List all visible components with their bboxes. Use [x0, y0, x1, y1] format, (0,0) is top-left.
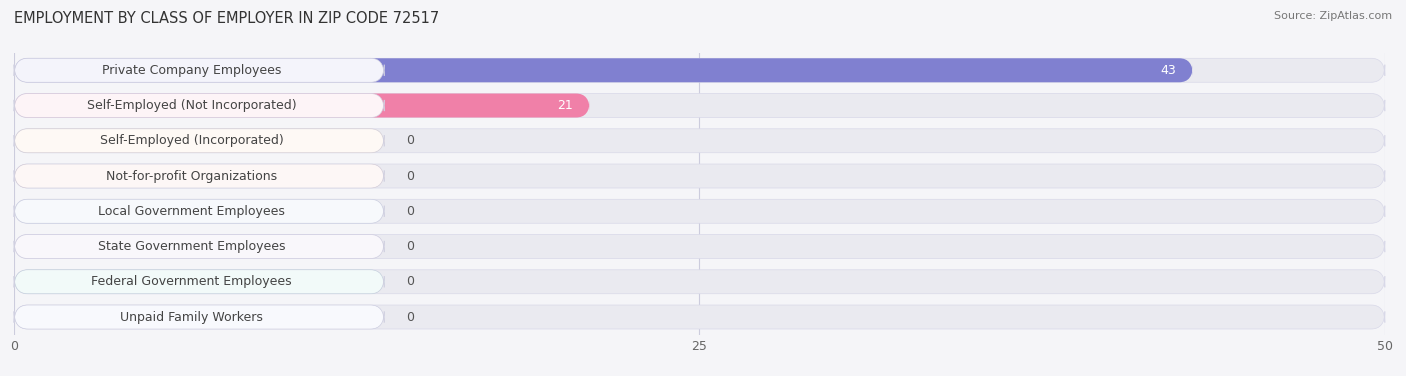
Text: Local Government Employees: Local Government Employees	[98, 205, 285, 218]
FancyBboxPatch shape	[14, 129, 1385, 153]
FancyBboxPatch shape	[14, 94, 384, 117]
FancyBboxPatch shape	[14, 94, 591, 117]
FancyBboxPatch shape	[14, 199, 384, 223]
Text: 43: 43	[1161, 64, 1177, 77]
FancyBboxPatch shape	[14, 235, 384, 259]
Text: Source: ZipAtlas.com: Source: ZipAtlas.com	[1274, 11, 1392, 21]
FancyBboxPatch shape	[14, 129, 384, 153]
Text: Self-Employed (Incorporated): Self-Employed (Incorporated)	[100, 134, 284, 147]
FancyBboxPatch shape	[14, 58, 1192, 82]
FancyBboxPatch shape	[14, 199, 384, 223]
FancyBboxPatch shape	[14, 305, 1385, 329]
FancyBboxPatch shape	[14, 129, 384, 153]
Text: Self-Employed (Not Incorporated): Self-Employed (Not Incorporated)	[87, 99, 297, 112]
Text: 0: 0	[406, 134, 415, 147]
Text: State Government Employees: State Government Employees	[98, 240, 285, 253]
Text: 21: 21	[558, 99, 574, 112]
FancyBboxPatch shape	[14, 235, 384, 259]
FancyBboxPatch shape	[14, 58, 1385, 82]
Text: 0: 0	[406, 205, 415, 218]
Text: 0: 0	[406, 240, 415, 253]
FancyBboxPatch shape	[14, 164, 384, 188]
FancyBboxPatch shape	[14, 94, 1385, 117]
FancyBboxPatch shape	[14, 270, 1385, 294]
FancyBboxPatch shape	[14, 305, 384, 329]
Text: Not-for-profit Organizations: Not-for-profit Organizations	[107, 170, 277, 182]
FancyBboxPatch shape	[14, 164, 1385, 188]
FancyBboxPatch shape	[14, 58, 384, 82]
FancyBboxPatch shape	[14, 270, 384, 294]
Text: 0: 0	[406, 275, 415, 288]
Text: 0: 0	[406, 311, 415, 323]
Text: EMPLOYMENT BY CLASS OF EMPLOYER IN ZIP CODE 72517: EMPLOYMENT BY CLASS OF EMPLOYER IN ZIP C…	[14, 11, 439, 26]
FancyBboxPatch shape	[14, 305, 384, 329]
FancyBboxPatch shape	[14, 270, 384, 294]
Text: Federal Government Employees: Federal Government Employees	[91, 275, 292, 288]
FancyBboxPatch shape	[14, 235, 1385, 259]
Text: 0: 0	[406, 170, 415, 182]
Text: Private Company Employees: Private Company Employees	[103, 64, 281, 77]
FancyBboxPatch shape	[14, 164, 384, 188]
FancyBboxPatch shape	[14, 199, 1385, 223]
Text: Unpaid Family Workers: Unpaid Family Workers	[121, 311, 263, 323]
